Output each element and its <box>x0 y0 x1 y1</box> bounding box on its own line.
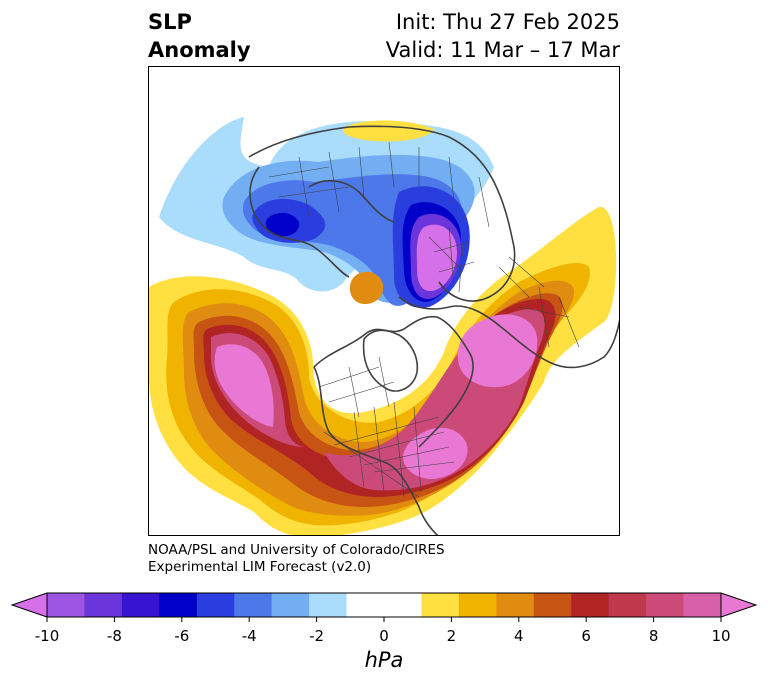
colorbar-segment <box>84 593 123 617</box>
valid-range: Valid: 11 Mar – 17 Mar <box>385 38 620 62</box>
colorbar-segment <box>646 593 685 617</box>
colorbar-tick-label: 0 <box>379 627 389 645</box>
colorbar-segment <box>571 593 610 617</box>
colorbar-segment <box>346 593 385 617</box>
colorbar-segment <box>683 593 722 617</box>
colorbar-tick-label: 8 <box>648 627 659 645</box>
colorbar-segment <box>608 593 647 617</box>
credit-line-2: Experimental LIM Forecast (v2.0) <box>148 559 372 575</box>
greenland-coast <box>362 329 419 392</box>
title-line-1: SLP <box>148 10 192 34</box>
contour-plus-10 <box>214 314 538 480</box>
init-date: Init: Thu 27 Feb 2025 <box>395 10 620 34</box>
colorbar-ticks <box>46 617 722 622</box>
colorbar-unit: hPa <box>364 648 404 672</box>
colorbar-tick-label: -4 <box>241 627 257 645</box>
asia-coast <box>249 166 395 278</box>
contour-plus-arctic <box>349 271 384 305</box>
colorbar-tick-label: 10 <box>711 627 731 645</box>
title-right: Init: Thu 27 Feb 2025 Valid: 11 Mar – 17… <box>386 8 620 64</box>
canada-borders <box>318 356 395 418</box>
map-panel <box>148 66 620 536</box>
colorbar-tick-label: -6 <box>174 627 190 645</box>
colorbar-segments <box>47 593 722 617</box>
slp-anomaly-map <box>149 117 619 535</box>
colorbar-segment <box>533 593 572 617</box>
title-left: SLP Anomaly <box>148 8 251 64</box>
colorbar-arrow-outline-right <box>720 592 758 618</box>
colorbar-extend-right <box>721 593 756 617</box>
negative-anomaly-contours <box>159 117 494 308</box>
coastlines <box>248 125 619 535</box>
colorbar-segment <box>196 593 235 617</box>
colorbar-segment <box>271 593 310 617</box>
asia-borders <box>268 141 490 228</box>
colorbar-tick-label: -8 <box>106 627 122 645</box>
colorbar-tick-label: -2 <box>309 627 325 645</box>
title-line-2: Anomaly <box>148 38 251 62</box>
colorbar-segment <box>47 593 85 617</box>
colorbar-tick-label: 4 <box>514 627 524 645</box>
europe-borders <box>428 226 580 348</box>
us-state-grid <box>323 401 455 498</box>
colorbar-tick-label: 6 <box>581 627 591 645</box>
colorbar-segment <box>234 593 273 617</box>
colorbar-segment <box>159 593 198 617</box>
colorbar-segment <box>309 593 348 617</box>
colorbar-tick-label: 2 <box>446 627 457 645</box>
north-america-coast <box>313 315 474 535</box>
eurasia-coast <box>248 125 619 369</box>
colorbar-arrow-outline-left <box>10 592 48 618</box>
country-borders <box>268 141 580 498</box>
colorbar-segment <box>496 593 535 617</box>
colorbar-tick-label: -10 <box>34 627 60 645</box>
colorbar-extend-left <box>12 593 47 617</box>
colorbar-segment <box>384 593 422 617</box>
colorbar-segment <box>458 593 497 617</box>
credit-text: NOAA/PSL and University of Colorado/CIRE… <box>148 542 445 576</box>
colorbar-segment <box>421 593 460 617</box>
contour-minus-10 <box>416 224 457 292</box>
colorbar <box>10 592 758 622</box>
colorbar-segment <box>121 593 160 617</box>
credit-line-1: NOAA/PSL and University of Colorado/CIRE… <box>148 542 445 558</box>
